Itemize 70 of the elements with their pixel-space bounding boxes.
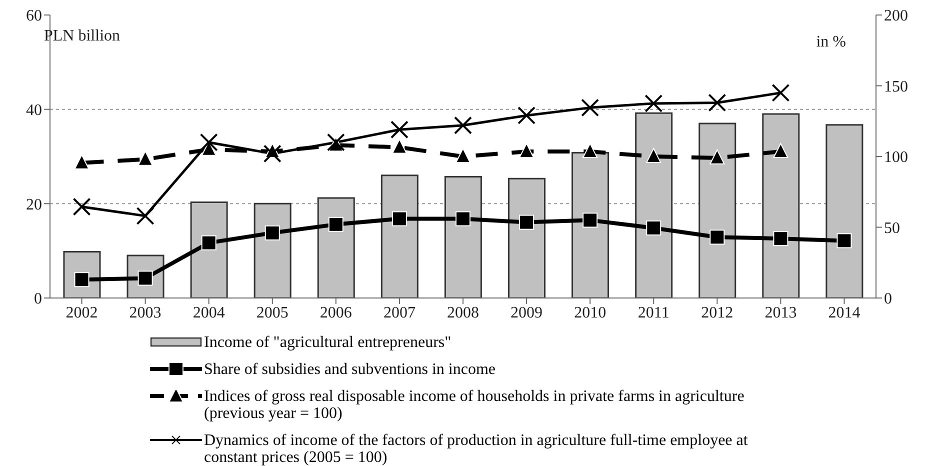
point <box>263 144 282 163</box>
y2-tick-label: 50 <box>884 220 900 237</box>
x-tick-label: 2013 <box>764 304 797 322</box>
bar <box>572 152 610 298</box>
point <box>646 220 662 236</box>
x-tick-label: 2012 <box>701 304 734 322</box>
point <box>836 233 852 248</box>
y-tick-label: 60 <box>26 8 42 25</box>
y2-tick-label: 200 <box>884 8 908 25</box>
point <box>646 148 662 163</box>
y-tick-label: 0 <box>34 290 42 308</box>
point <box>390 120 408 139</box>
bar <box>317 197 355 298</box>
y2-tick-label: 100 <box>884 149 908 166</box>
point <box>201 235 216 250</box>
x-tick-label: 2014 <box>828 304 860 322</box>
bar <box>380 174 418 298</box>
x-tick-label: 2005 <box>256 304 288 322</box>
point <box>200 133 218 152</box>
point <box>708 94 726 112</box>
bar <box>254 202 292 298</box>
point <box>773 231 788 246</box>
x-tick-label: 2004 <box>192 304 225 322</box>
legend-label: Indices of gross real disposable income of households in private farms in agriculture (previous year = 100) <box>204 388 746 422</box>
point <box>72 198 91 216</box>
point <box>710 230 725 245</box>
point <box>136 206 154 225</box>
point <box>773 143 788 158</box>
point <box>518 106 536 124</box>
point <box>326 133 345 152</box>
point <box>138 150 153 166</box>
x-tick-label: 2006 <box>320 304 352 322</box>
bar <box>444 176 482 298</box>
point <box>264 225 280 240</box>
legend-label: Dynamics of income of the factors of production in agriculture full-time employee at constant prices (2005 = 100) <box>204 432 749 466</box>
point <box>772 84 790 102</box>
point <box>710 149 725 164</box>
bar <box>698 122 736 298</box>
bar <box>635 112 673 298</box>
y2-axis-title: in % <box>816 33 846 50</box>
x-tick-label: 2007 <box>383 304 416 322</box>
x-tick-label: 2008 <box>447 304 479 322</box>
bar <box>190 202 228 298</box>
point <box>454 116 472 134</box>
point <box>582 212 598 228</box>
x-tick-label: 2003 <box>129 304 162 322</box>
point <box>519 143 534 158</box>
x-tick-label: 2009 <box>510 304 543 322</box>
x-tick-label: 2002 <box>66 304 98 322</box>
point <box>74 154 90 170</box>
y2-tick-label: 0 <box>884 290 892 308</box>
legend-label: Share of subsidies and subventions in income <box>204 361 496 378</box>
point <box>392 211 407 226</box>
y2-tick-label: 150 <box>884 78 908 96</box>
x-tick-label: 2011 <box>638 304 670 322</box>
point <box>456 148 470 163</box>
x-tick-label: 2010 <box>574 304 606 322</box>
point <box>456 211 470 226</box>
point <box>392 138 407 154</box>
y-tick-label: 40 <box>26 102 42 120</box>
bar <box>826 124 864 298</box>
point <box>328 216 344 232</box>
point <box>581 98 600 117</box>
bar <box>508 178 546 298</box>
legend-label: Income of "agricultural entrepreneurs" <box>204 334 452 351</box>
point <box>519 214 534 230</box>
point <box>582 143 598 158</box>
y-tick-label: 20 <box>26 196 42 214</box>
bar <box>762 113 800 298</box>
point <box>644 94 663 112</box>
